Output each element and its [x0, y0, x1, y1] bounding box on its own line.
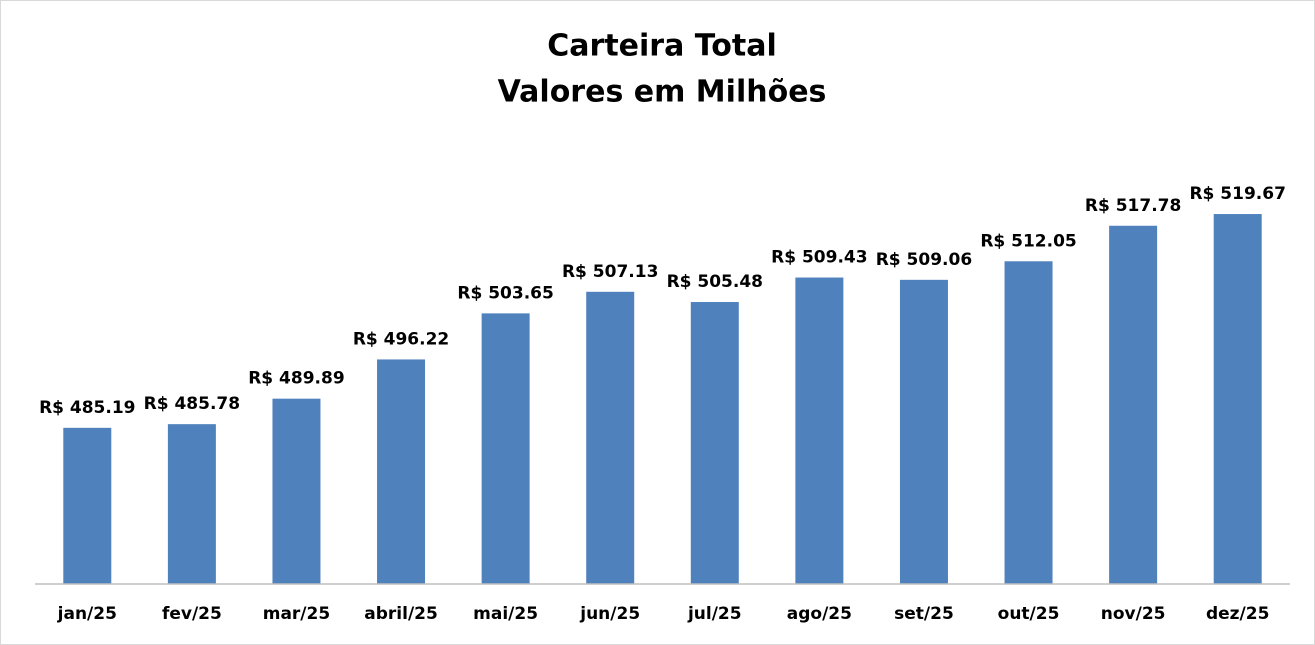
x-tick-label: fev/25	[162, 604, 222, 624]
bar	[1213, 214, 1262, 584]
value-label: R$ 489.89	[248, 369, 344, 389]
chart-subtitle: Valores em Milhões	[498, 75, 827, 110]
x-tick-label: jul/25	[687, 604, 742, 624]
value-label: R$ 519.67	[1189, 184, 1285, 204]
bar	[1109, 225, 1158, 584]
value-label: R$ 509.43	[771, 248, 867, 268]
bar	[899, 279, 948, 584]
value-label: R$ 503.65	[457, 283, 553, 303]
x-tick-label: ago/25	[787, 604, 852, 624]
value-label: R$ 512.05	[980, 231, 1076, 251]
bar	[481, 313, 530, 584]
value-label: R$ 485.19	[39, 398, 135, 418]
chart-title: Carteira Total	[547, 29, 776, 64]
bar	[377, 359, 426, 584]
value-label: R$ 505.48	[667, 272, 763, 292]
bar	[795, 277, 844, 584]
x-tick-label: nov/25	[1101, 604, 1166, 624]
bar	[690, 302, 739, 584]
x-tick-label: mai/25	[473, 604, 538, 624]
x-tick-label: mar/25	[263, 604, 330, 624]
bar	[167, 424, 216, 584]
bar	[1004, 261, 1053, 584]
bar	[586, 291, 635, 584]
bar	[63, 427, 112, 584]
x-tick-label: abril/25	[364, 604, 438, 624]
value-label: R$ 496.22	[353, 329, 449, 349]
bar	[272, 398, 321, 584]
x-tick-label: dez/25	[1206, 604, 1269, 624]
x-tick-label: set/25	[894, 604, 954, 624]
x-tick-label: jan/25	[57, 604, 117, 624]
value-label: R$ 509.06	[876, 250, 972, 270]
x-tick-label: jun/25	[579, 604, 640, 624]
value-label: R$ 485.78	[144, 394, 240, 414]
value-label: R$ 517.78	[1085, 196, 1181, 216]
value-label: R$ 507.13	[562, 262, 658, 282]
x-tick-label: out/25	[998, 604, 1060, 624]
